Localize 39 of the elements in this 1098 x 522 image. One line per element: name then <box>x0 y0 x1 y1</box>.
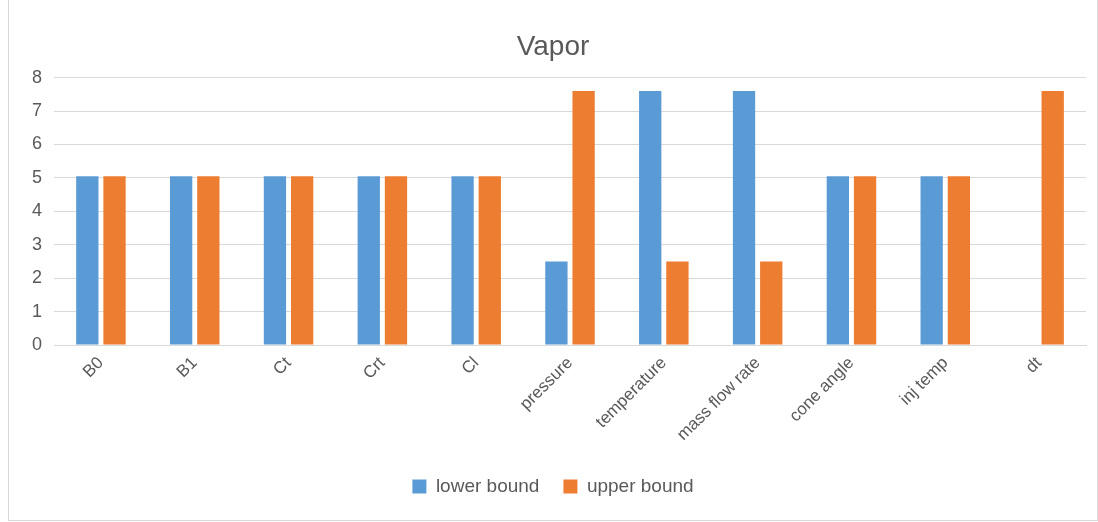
bar <box>666 261 689 345</box>
bar <box>263 176 287 345</box>
bar <box>732 90 756 345</box>
y-tick-label: 3 <box>32 233 43 254</box>
y-tick-label: 6 <box>32 133 43 154</box>
y-tick-label: 4 <box>32 200 43 221</box>
bar <box>197 176 220 345</box>
x-tick-label: B1 <box>172 353 201 382</box>
bar <box>357 176 380 345</box>
bar <box>853 176 877 345</box>
bar <box>760 261 783 345</box>
bar <box>920 176 943 345</box>
chart-title: Vapor <box>516 29 590 61</box>
bar <box>384 176 408 345</box>
legend-label: upper bound <box>586 474 694 496</box>
bar <box>103 176 126 345</box>
bar <box>572 90 595 345</box>
bar <box>639 90 662 345</box>
y-tick-label: 0 <box>32 334 43 355</box>
y-tick-label: 2 <box>32 267 43 288</box>
bar <box>1041 90 1064 345</box>
bar <box>947 176 971 345</box>
y-tick-label: 8 <box>32 66 43 87</box>
bar <box>451 176 474 345</box>
bar <box>478 176 501 345</box>
bar <box>76 176 99 345</box>
bar <box>169 176 193 345</box>
bar <box>545 261 568 345</box>
x-tick-label: Ct <box>269 352 295 379</box>
y-tick-label: 1 <box>32 300 43 321</box>
x-tick-label: Crt <box>359 352 389 383</box>
legend-label: lower bound <box>435 474 540 496</box>
y-tick-label: 7 <box>32 100 43 120</box>
bar <box>826 176 850 345</box>
bar <box>291 176 314 345</box>
x-tick-label: dt <box>1021 352 1046 377</box>
x-tick-label: B0 <box>78 353 108 382</box>
x-tick-label: Cl <box>457 353 483 378</box>
y-tick-label: 5 <box>32 166 43 187</box>
